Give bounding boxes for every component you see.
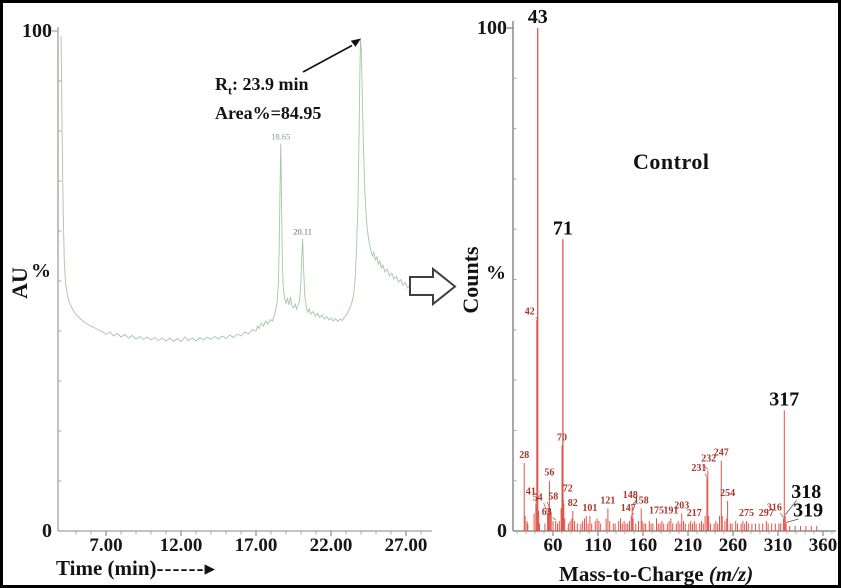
label-leader-line [535, 317, 538, 319]
left-x-axis-title: Time (min)------▸ [56, 556, 216, 581]
spectrum-peak-label-317: 317 [769, 388, 799, 410]
left-y-axis-title: AU [7, 267, 32, 299]
spectrum-peak-label-231: 231 [691, 463, 706, 474]
spectrum-peak-label-319: 319 [793, 499, 823, 521]
spectrum-peak-label-71: 71 [553, 217, 573, 239]
spectrum-peak-label-63: 63 [542, 507, 552, 518]
right-mass-spectrum-panel: 60 110 160 210 260 310 360 0 100 28 41 42 43 54 56 58 63… [477, 6, 837, 556]
spectrum-peak-label-101: 101 [582, 503, 597, 514]
spectrum-peak-label-217: 217 [687, 508, 702, 519]
chromatogram-peak-label-18.65: 18.65 [271, 132, 290, 142]
spectrum-peak-label-43: 43 [528, 6, 548, 28]
right-x-tick-label: 360 [809, 535, 838, 556]
spectrum-peak-label-316: 316 [767, 502, 782, 513]
transfer-block-arrow-icon [409, 266, 457, 307]
left-y-axis-unit: % [31, 260, 51, 282]
rt-symbol: R [215, 74, 228, 94]
left-x-tick-label: 7.00 [89, 535, 122, 556]
label-leader-line [702, 463, 709, 470]
spectrum-peak-label-232: 232 [701, 454, 716, 465]
right-x-tick-label: 60 [544, 535, 563, 556]
peak-pointer-arrow-head [350, 38, 361, 47]
right-x-tick-label: 160 [629, 535, 658, 556]
label-leader-line [631, 500, 637, 506]
label-leader-line [704, 473, 708, 478]
spectrum-peak-label-42: 42 [525, 307, 535, 318]
spectrum-peak-label-147: 147 [621, 503, 636, 514]
right-x-tick-label: 310 [764, 535, 793, 556]
label-leader-line [552, 517, 556, 521]
label-leader-line [543, 502, 548, 513]
left-chromatogram-panel: 7.00 12.00 17.00 22.00 27.00 0 100 18.65 20.11 [22, 20, 432, 556]
spectrum-peak-label-28: 28 [519, 450, 529, 461]
right-y-tick-label: 0 [497, 520, 507, 542]
left-y-tick-label: 100 [22, 20, 52, 42]
mz-axis-italic: (m/z) [708, 562, 754, 586]
right-y-tick-label: 100 [477, 17, 507, 39]
rt-value: : 23.9 min [232, 74, 309, 94]
peak-pointer-arrow-shaft [302, 44, 353, 73]
spectrum-peak-label-54: 54 [533, 492, 543, 503]
right-y-axis-unit: % [486, 262, 506, 284]
label-leader-line [780, 512, 784, 518]
mz-axis-text: Mass-to-Charge [559, 562, 709, 586]
dashed-arrow-icon: ------▸ [156, 556, 217, 580]
spectrum-peak-label-254: 254 [720, 488, 735, 499]
time-axis-text: Time (min) [56, 556, 157, 580]
label-leader-line [784, 500, 797, 516]
spectrum-peak-label-275: 275 [739, 508, 754, 519]
left-x-tick-label: 27.00 [385, 535, 428, 556]
chromatogram-trace [60, 35, 412, 343]
spectrum-peak-label-41: 41 [526, 486, 536, 497]
rt-subscript: t [228, 83, 232, 98]
right-x-tick-label: 210 [674, 535, 703, 556]
spectrum-peak-label-56: 56 [544, 468, 554, 479]
spectrum-peak-label-148: 148 [623, 490, 638, 501]
right-y-axis-title: Counts [458, 246, 483, 314]
spectrum-peak-label-158: 158 [634, 495, 649, 506]
spectrum-peak-label-191: 191 [663, 505, 678, 516]
spectrum-peak-label-318: 318 [791, 481, 821, 503]
chromatogram-peak-label-20.11: 20.11 [293, 227, 312, 237]
spectrum-peak-label-58: 58 [548, 491, 558, 502]
left-x-tick-label: 12.00 [160, 535, 203, 556]
spectrum-peak-label-72: 72 [563, 483, 573, 494]
left-x-tick-label: 17.00 [235, 535, 278, 556]
label-leader-line [546, 501, 552, 513]
spectrum-peak-label-70: 70 [557, 432, 567, 443]
right-x-tick-label: 110 [584, 535, 611, 556]
control-sample-label: Control [633, 149, 710, 174]
right-x-axis-title: Mass-to-Charge (m/z) [559, 562, 754, 586]
label-leader-line [561, 493, 565, 503]
chart-canvas: 7.00 12.00 17.00 22.00 27.00 0 100 18.65 20.11 60… [22, 6, 837, 556]
right-x-tick-label: 260 [719, 535, 748, 556]
left-y-tick-label: 0 [42, 520, 52, 542]
spectrum-peak-label-175: 175 [649, 505, 664, 516]
spectrum-peak-label-247: 247 [714, 448, 729, 459]
retention-time-annotation: Rt: 23.9 min Area%=84.95 [215, 73, 321, 124]
area-percent-value: Area%=84.95 [215, 102, 322, 123]
left-x-tick-label: 22.00 [310, 535, 353, 556]
spectrum-peak-label-297: 297 [759, 508, 774, 519]
label-leader-line [785, 518, 799, 523]
spectrum-peak-label-121: 121 [600, 495, 615, 506]
spectrum-peak-label-82: 82 [568, 498, 578, 509]
spectrum-peak-label-203: 203 [674, 500, 689, 511]
